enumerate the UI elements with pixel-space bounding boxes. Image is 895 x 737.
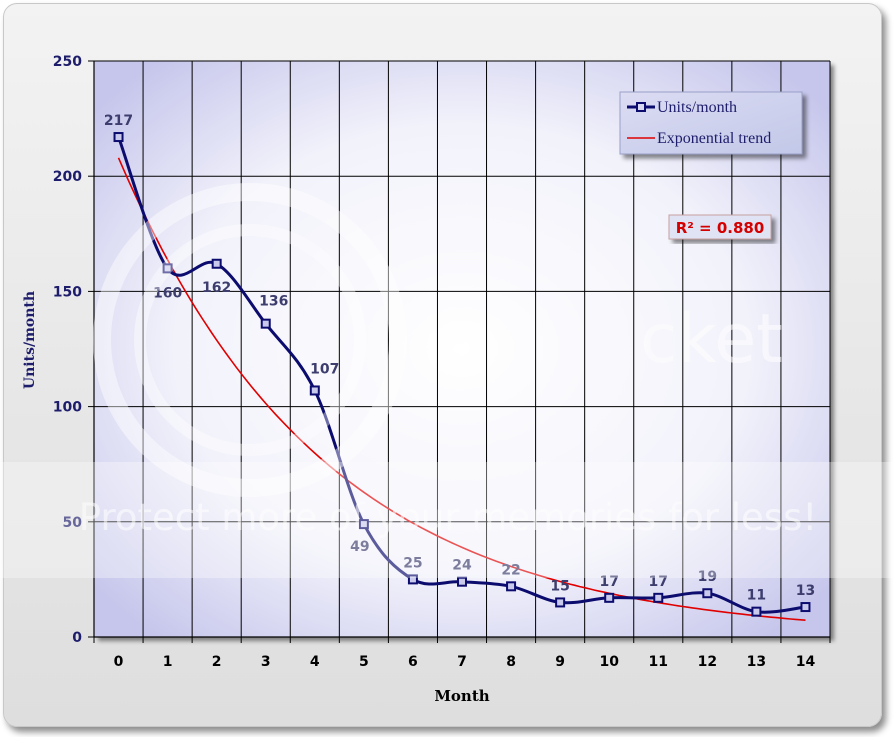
x-tick-label: 14 xyxy=(796,654,816,670)
x-axis-ticks: 0 1 2 3 4 5 6 7 8 9 10 11 12 13 14 xyxy=(93,637,831,670)
x-tick-label: 8 xyxy=(506,654,516,670)
y-tick-label: 250 xyxy=(53,54,82,70)
r-squared-annotation: R² = 0.880 xyxy=(668,214,772,240)
plot-area xyxy=(94,61,830,637)
data-label: 13 xyxy=(796,583,815,599)
x-tick-label: 11 xyxy=(649,654,668,670)
data-point xyxy=(506,581,517,592)
data-label: 11 xyxy=(747,588,766,604)
x-tick-label: 6 xyxy=(408,654,418,670)
data-point xyxy=(457,576,467,587)
data-label: 19 xyxy=(698,569,717,585)
data-label: 162 xyxy=(202,280,231,296)
trend-layer xyxy=(117,157,806,621)
x-tick-label: 12 xyxy=(698,654,717,670)
x-tick-label: 5 xyxy=(359,654,369,670)
data-label: 49 xyxy=(350,539,369,555)
legend-trend-label: Exponential trend xyxy=(657,130,771,147)
data-label: 15 xyxy=(550,578,569,594)
data-label: 17 xyxy=(599,574,618,590)
y-tick-label: 150 xyxy=(53,284,82,300)
data-point xyxy=(113,132,124,143)
data-point xyxy=(407,574,418,585)
data-point xyxy=(751,606,762,617)
x-tick-label: 2 xyxy=(212,654,222,670)
legend-units-label: Units/month xyxy=(657,99,737,116)
data-point xyxy=(653,592,664,603)
x-tick-label: 10 xyxy=(599,654,619,670)
data-labels: 217 160 162 136 107 49 25 24 22 15 17 17 19 11 13 xyxy=(104,113,815,604)
y-axis-ticks: 0 50 100 150 200 250 xyxy=(53,54,94,646)
data-point xyxy=(358,519,369,530)
legend-units-marker xyxy=(636,102,646,112)
legend-box xyxy=(619,91,803,155)
data-point xyxy=(555,597,566,608)
y-tick-label: 50 xyxy=(63,515,83,531)
watermark-text: Protect more of your memories for less! xyxy=(79,496,817,539)
data-point xyxy=(211,258,222,269)
data-point xyxy=(604,592,615,603)
y-axis-title: Units/month xyxy=(22,291,38,389)
data-point xyxy=(702,588,713,599)
data-label: 24 xyxy=(452,558,472,574)
watermark-band xyxy=(0,462,895,578)
x-tick-label: 3 xyxy=(261,654,271,670)
trend-line xyxy=(117,157,806,621)
watermark-ring-outer xyxy=(93,183,407,497)
x-tick-label: 0 xyxy=(114,654,124,670)
y-tick-label: 200 xyxy=(53,169,82,185)
data-label: 136 xyxy=(259,294,288,310)
data-point xyxy=(800,602,811,613)
r-squared-box xyxy=(668,214,772,240)
watermark: Protect more of your memories for less! … xyxy=(0,183,895,578)
watermark-ring-inner xyxy=(134,224,366,456)
x-tick-label: 7 xyxy=(457,654,467,670)
data-point xyxy=(260,318,271,329)
series-layer xyxy=(113,132,811,617)
r-squared-text: R² = 0.880 xyxy=(676,219,765,237)
y-tick-label: 0 xyxy=(72,630,82,646)
watermark-brand: cket xyxy=(640,300,783,379)
data-label: 22 xyxy=(501,562,520,578)
data-label: 160 xyxy=(153,285,182,301)
x-tick-label: 4 xyxy=(310,654,320,670)
data-point xyxy=(309,385,320,396)
data-label: 217 xyxy=(104,113,133,129)
x-axis-title: Month xyxy=(434,687,489,705)
x-tick-label: 9 xyxy=(555,654,565,670)
legend: Units/month Exponential trend xyxy=(619,91,803,155)
gridlines xyxy=(93,60,831,638)
y-tick-label: 100 xyxy=(53,400,82,416)
x-tick-label: 1 xyxy=(163,654,173,670)
data-label: 107 xyxy=(310,361,339,377)
data-point xyxy=(162,263,173,274)
data-label: 17 xyxy=(649,574,668,590)
x-tick-label: 13 xyxy=(747,654,766,670)
data-label: 25 xyxy=(403,555,422,571)
